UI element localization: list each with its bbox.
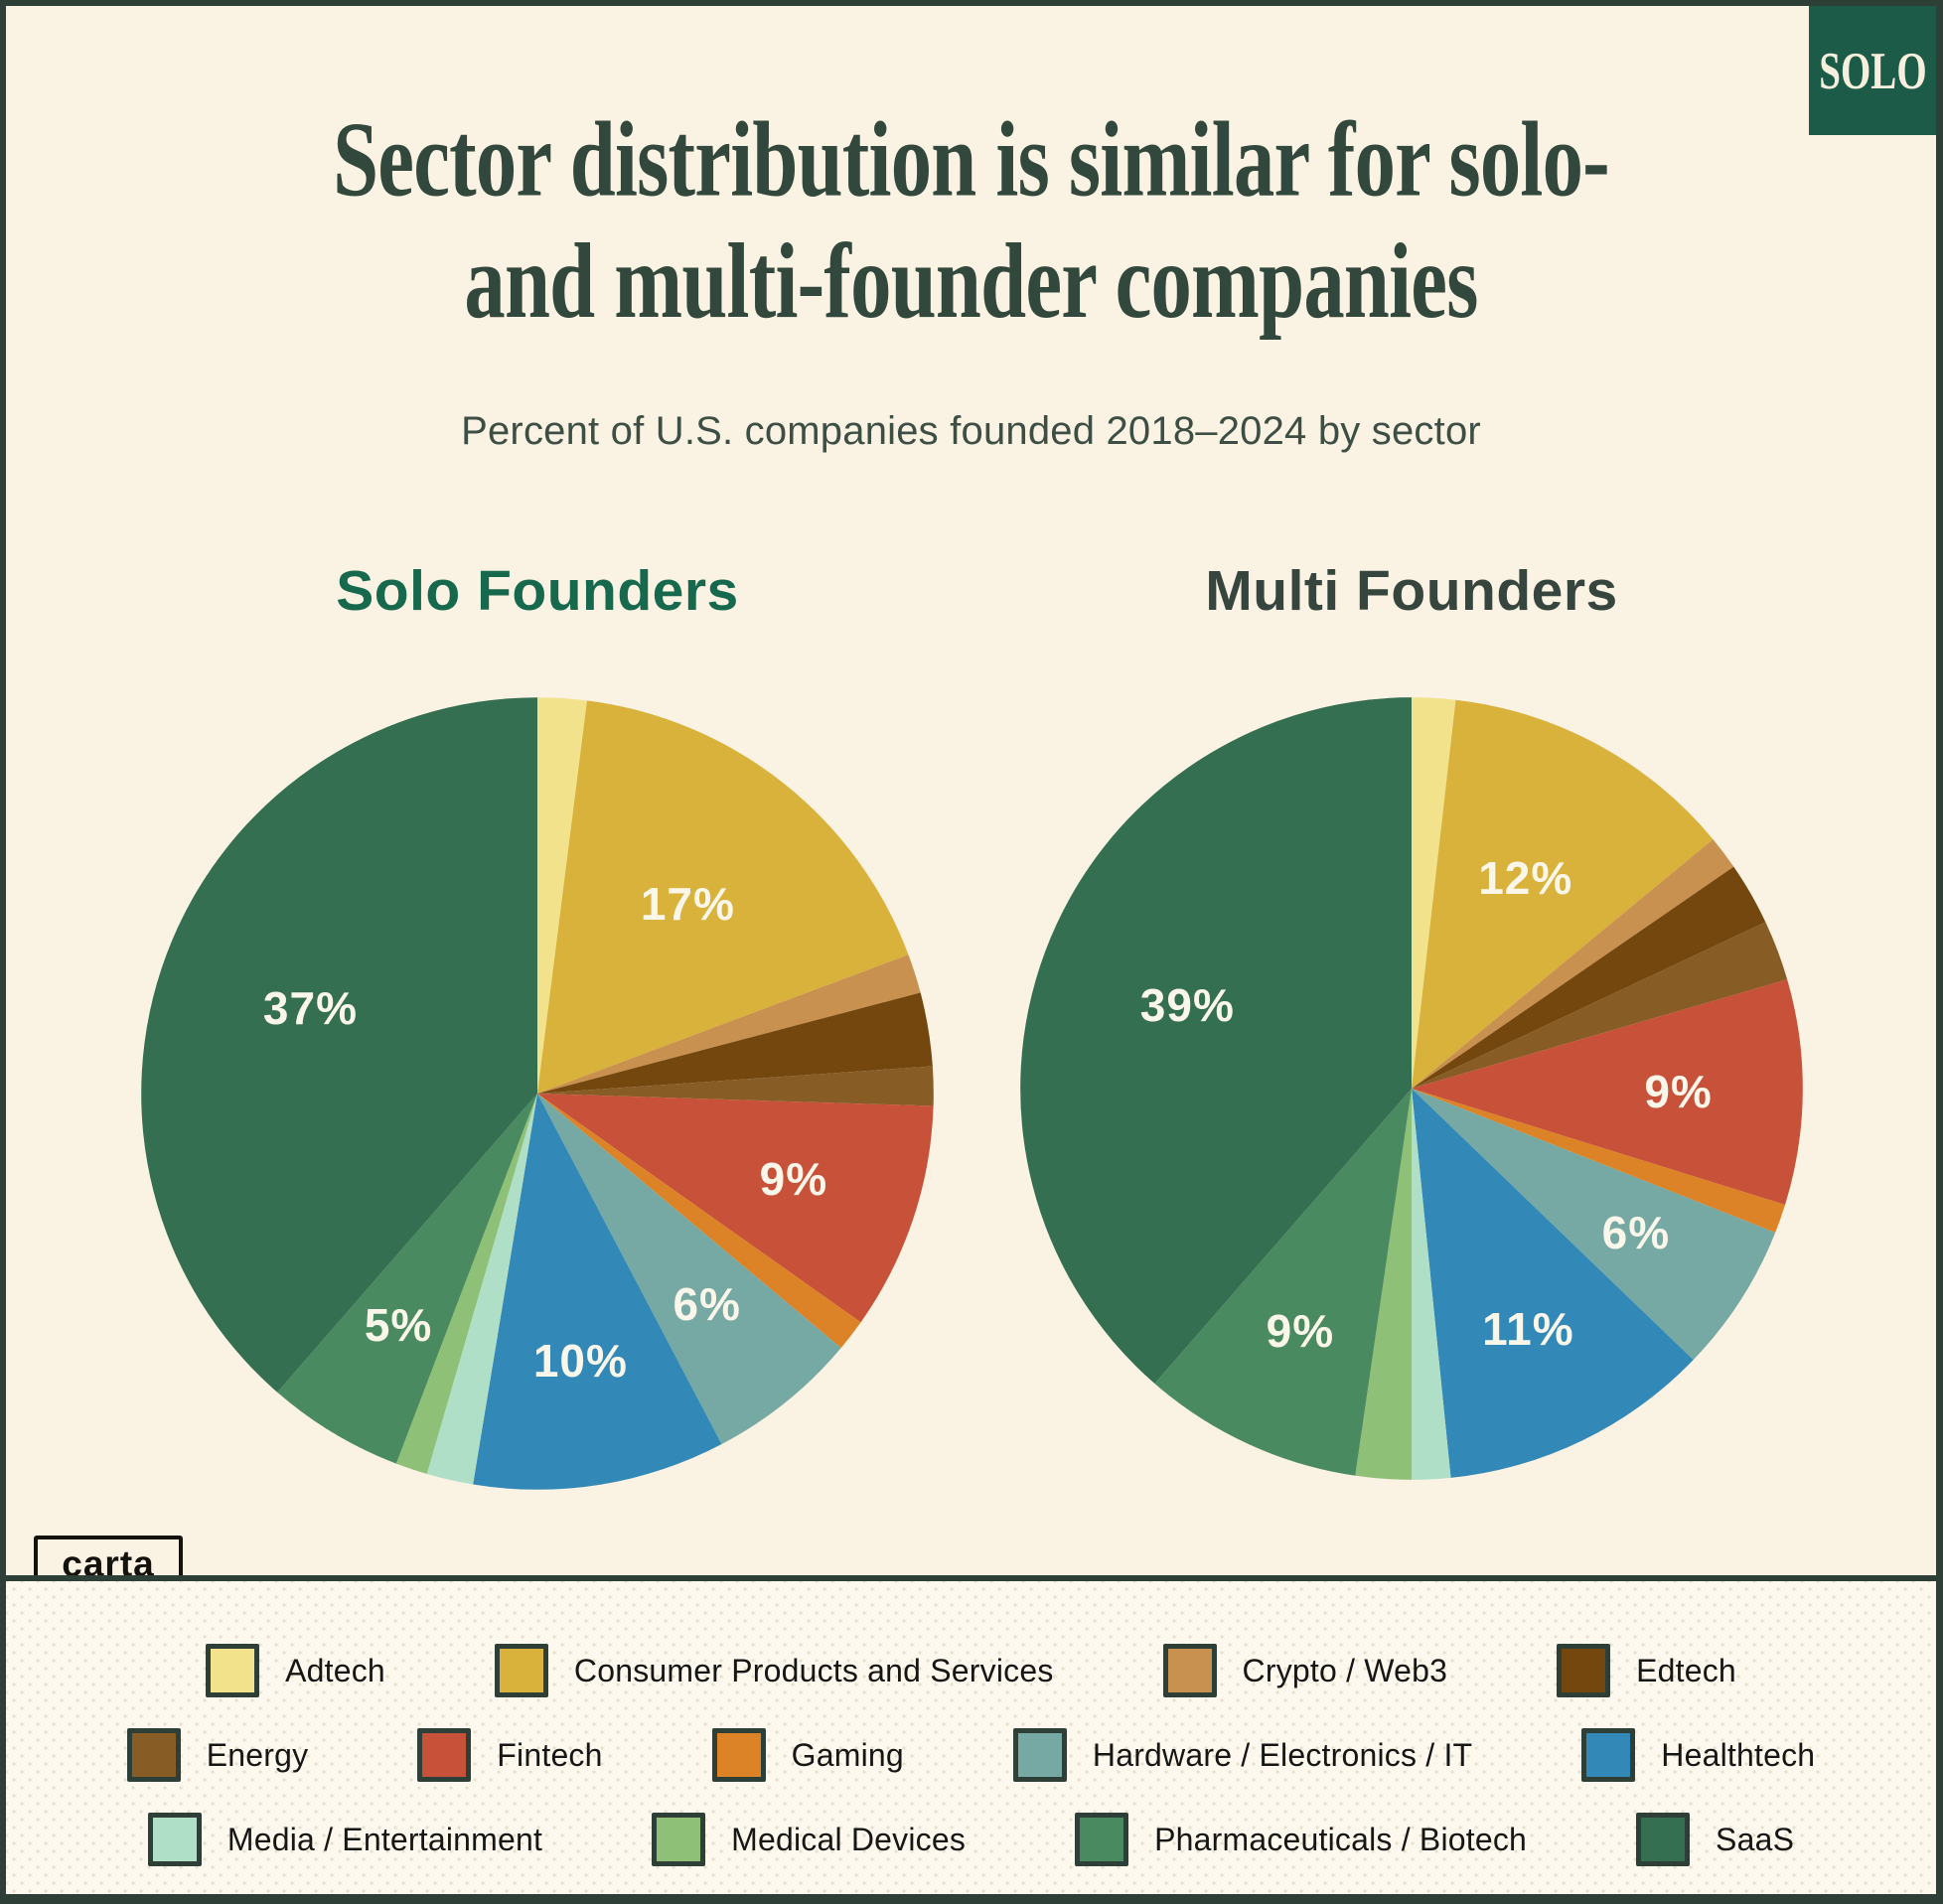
pie-slice-media-entertainment	[1412, 1089, 1451, 1480]
legend-label-edtech: Edtech	[1636, 1652, 1736, 1688]
legend-swatch-hardware-electronics-it	[1012, 1728, 1067, 1782]
pie-data-label-fintech: 9%	[759, 1153, 828, 1206]
legend-swatch-healthtech	[1581, 1728, 1636, 1782]
legend-item-consumer-products-and-services: Consumer Products and Services	[494, 1644, 1054, 1697]
legend-label-energy: Energy	[206, 1736, 309, 1773]
legend-swatch-saas	[1636, 1813, 1691, 1866]
card-legend-divider	[6, 1575, 1936, 1581]
legend-swatch-consumer-products-and-services	[494, 1644, 548, 1697]
pie-slice-hardware-electronics-it	[537, 1094, 841, 1445]
pie-slice-media-entertainment	[426, 1094, 537, 1485]
pie-data-label-saas: 39%	[1139, 978, 1235, 1031]
legend-item-media-entertainment: Media / Entertainment	[147, 1813, 543, 1866]
multi-founders-heading: Multi Founders	[1205, 559, 1618, 623]
pie-data-label-healthtech: 10%	[532, 1334, 628, 1387]
pie-slice-fintech	[537, 1094, 934, 1323]
chart-title-line2: and multi-founder companies	[464, 220, 1478, 341]
pie-multi-svg	[1020, 697, 1803, 1480]
pie-slice-crypto-web3	[537, 954, 921, 1094]
legend-row-1: Adtech Consumer Products and Services Cryp…	[6, 1643, 1936, 1698]
pie-solo-svg	[141, 697, 934, 1490]
legend-label-medical-devices: Medical Devices	[731, 1821, 967, 1857]
legend-label-adtech: Adtech	[285, 1652, 385, 1688]
pie-slice-healthtech	[1412, 1089, 1694, 1478]
legend-item-medical-devices: Medical Devices	[652, 1813, 966, 1866]
pie-data-label-hardware-electronics-it: 6%	[673, 1277, 741, 1330]
multi-founders-pie-chart: 12% 9% 6% 11% 9% 39%	[1019, 696, 1804, 1481]
legend-swatch-adtech	[206, 1644, 260, 1697]
chart-title: Sector distribution is similar for solo-…	[219, 99, 1724, 342]
legend-row-3: Media / Entertainment Medical Devices Phar…	[6, 1812, 1936, 1867]
pie-slice-gaming	[537, 1094, 861, 1349]
legend-swatch-edtech	[1557, 1644, 1611, 1697]
legend-item-healthtech: Healthtech	[1581, 1728, 1815, 1782]
pie-slice-medical-devices	[1355, 1089, 1412, 1480]
pie-data-label-healthtech: 11%	[1482, 1302, 1574, 1355]
pie-slice-adtech	[1412, 697, 1456, 1089]
pie-data-label-fintech: 9%	[1644, 1065, 1713, 1117]
solo-founders-heading: Solo Founders	[336, 559, 739, 623]
legend-row-2: Energy Fintech Gaming Hardware / Electronic…	[6, 1727, 1936, 1783]
legend-swatch-pharmaceuticals-biotech	[1075, 1813, 1129, 1866]
pie-data-label-pharmaceuticals-biotech: 9%	[1266, 1305, 1335, 1358]
solo-founders-pie-chart: 17% 9% 6% 10% 5% 37%	[140, 696, 935, 1491]
legend-label-consumer-products-and-services: Consumer Products and Services	[573, 1652, 1054, 1688]
legend-swatch-media-entertainment	[147, 1813, 202, 1866]
pie-data-label-pharmaceuticals-biotech: 5%	[364, 1299, 433, 1352]
legend-label-saas: SaaS	[1716, 1821, 1795, 1857]
solo-corner-badge: SOLO	[1809, 6, 1936, 135]
legend-label-gaming: Gaming	[791, 1736, 904, 1773]
legend-label-pharmaceuticals-biotech: Pharmaceuticals / Biotech	[1154, 1821, 1528, 1857]
legend-swatch-crypto-web3	[1162, 1644, 1217, 1697]
pie-slice-consumer-products-and-services	[537, 700, 909, 1094]
legend-item-gaming: Gaming	[711, 1728, 904, 1782]
pie-slice-consumer-products-and-services	[1412, 699, 1714, 1089]
main-card: SOLO Sector distribution is similar for …	[6, 6, 1936, 1593]
pie-slice-medical-devices	[395, 1094, 537, 1474]
chart-title-line1: Sector distribution is similar for solo-	[333, 99, 1610, 219]
pie-data-label-consumer-products-and-services: 17%	[640, 877, 735, 930]
pie-slice-crypto-web3	[1412, 838, 1734, 1089]
legend-item-energy: Energy	[126, 1728, 309, 1782]
legend-swatch-medical-devices	[652, 1813, 706, 1866]
pie-slice-pharmaceuticals-biotech	[1154, 1089, 1412, 1476]
legend-label-crypto-web3: Crypto / Web3	[1242, 1652, 1448, 1688]
pie-slice-saas	[1020, 697, 1412, 1385]
pie-slice-pharmaceuticals-biotech	[277, 1094, 537, 1464]
pie-data-label-consumer-products-and-services: 12%	[1478, 852, 1573, 905]
pie-slice-hardware-electronics-it	[1412, 1089, 1776, 1361]
pie-slice-saas	[141, 697, 538, 1392]
legend-label-media-entertainment: Media / Entertainment	[226, 1821, 543, 1857]
legend-swatch-gaming	[711, 1728, 766, 1782]
pie-slice-adtech	[537, 697, 587, 1094]
legend-item-pharmaceuticals-biotech: Pharmaceuticals / Biotech	[1075, 1813, 1527, 1866]
legend-item-saas: SaaS	[1636, 1813, 1794, 1866]
pie-slice-energy	[537, 1066, 934, 1106]
legend-swatch-energy	[126, 1728, 181, 1782]
legend-item-adtech: Adtech	[206, 1644, 385, 1697]
pie-slice-healthtech	[473, 1094, 722, 1490]
pie-data-label-hardware-electronics-it: 6%	[1601, 1207, 1671, 1259]
solo-badge-label: SOLO	[1818, 41, 1927, 100]
legend-label-hardware-electronics-it: Hardware / Electronics / IT	[1092, 1736, 1473, 1773]
legend-item-crypto-web3: Crypto / Web3	[1162, 1644, 1448, 1697]
legend-label-fintech: Fintech	[497, 1736, 603, 1773]
pie-data-label-saas: 37%	[262, 982, 359, 1035]
legend: Adtech Consumer Products and Services Cryp…	[6, 1581, 1936, 1894]
pie-slice-edtech	[1412, 866, 1766, 1089]
pie-slice-energy	[1412, 922, 1788, 1089]
legend-item-fintech: Fintech	[417, 1728, 602, 1782]
pie-slice-edtech	[537, 992, 933, 1094]
pie-slice-fintech	[1412, 979, 1803, 1205]
legend-label-healthtech: Healthtech	[1661, 1736, 1816, 1773]
pie-slice-gaming	[1412, 1089, 1786, 1233]
legend-item-hardware-electronics-it: Hardware / Electronics / IT	[1012, 1728, 1473, 1782]
legend-item-edtech: Edtech	[1557, 1644, 1736, 1697]
legend-swatch-fintech	[417, 1728, 472, 1782]
chart-subtitle: Percent of U.S. companies founded 2018–2…	[461, 409, 1481, 453]
